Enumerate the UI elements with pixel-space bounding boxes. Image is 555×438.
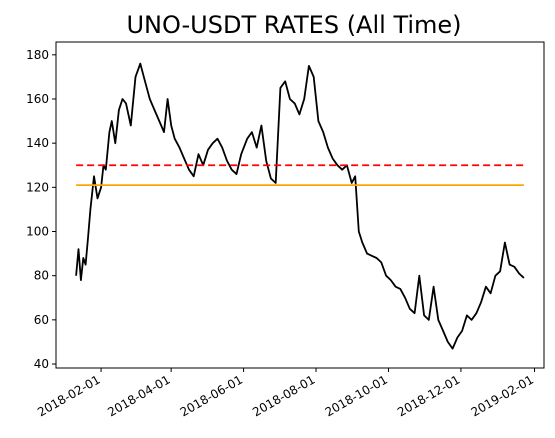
reference-lines	[76, 164, 524, 187]
series-line-0	[75, 62, 525, 350]
x-tick-label-1: 2018-04-01	[105, 372, 172, 419]
y-tick-label-2: 80	[34, 269, 49, 283]
x-tick-label-2: 2018-06-01	[178, 372, 245, 419]
axes: 40 60 80 100 120 140 160 180 2018-02-01 2018-04-0…	[26, 41, 545, 419]
plot-frame	[55, 41, 545, 369]
y-tick-label-3: 100	[26, 225, 49, 239]
chart-title: UNO-USDT RATES (All Time)	[126, 11, 461, 39]
y-tick-label-4: 120	[26, 180, 49, 194]
y-tick-label-7: 180	[26, 48, 49, 62]
x-tick-label-3: 2018-08-01	[250, 372, 317, 419]
x-tick-label-4: 2018-10-01	[323, 372, 390, 419]
y-tick-label-5: 140	[26, 136, 49, 150]
x-tick-label-6: 2019-02-01	[469, 372, 536, 419]
series-layer	[75, 62, 525, 350]
y-tick-label-1: 60	[34, 313, 49, 327]
x-tick-label-0: 2018-02-01	[35, 372, 102, 419]
x-tick-label-5: 2018-12-01	[395, 372, 462, 419]
y-tick-label-6: 160	[26, 92, 49, 106]
y-tick-label-0: 40	[34, 357, 49, 371]
